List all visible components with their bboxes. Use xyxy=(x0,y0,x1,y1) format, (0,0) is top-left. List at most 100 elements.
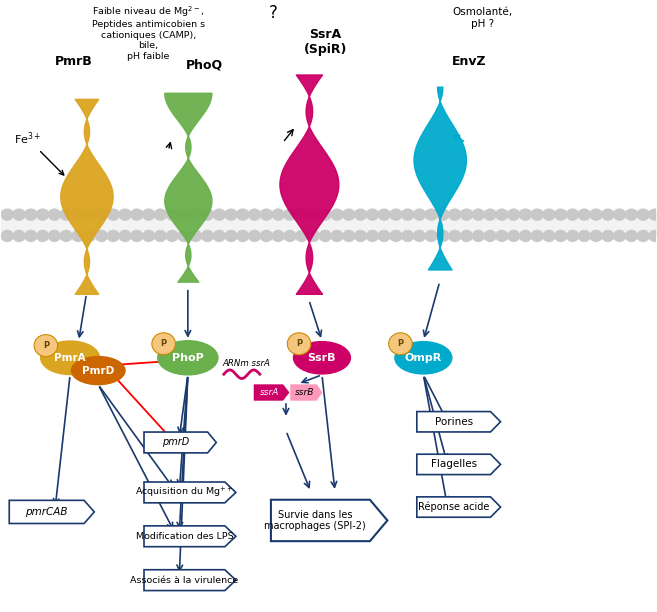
Polygon shape xyxy=(144,526,236,547)
Circle shape xyxy=(166,209,178,220)
Text: ssrB: ssrB xyxy=(295,388,315,397)
Circle shape xyxy=(260,231,272,241)
Circle shape xyxy=(152,333,175,355)
Text: EnvZ: EnvZ xyxy=(452,56,486,69)
Ellipse shape xyxy=(294,341,350,374)
Circle shape xyxy=(202,209,214,220)
Text: Survie dans les
macrophages (SPI-2): Survie dans les macrophages (SPI-2) xyxy=(264,510,366,531)
Circle shape xyxy=(107,209,119,220)
Circle shape xyxy=(555,231,566,241)
Circle shape xyxy=(190,231,202,241)
Circle shape xyxy=(343,231,355,241)
Circle shape xyxy=(402,231,413,241)
Circle shape xyxy=(287,333,311,355)
Circle shape xyxy=(484,231,496,241)
Text: SsrA
(SpiR): SsrA (SpiR) xyxy=(304,28,347,56)
Circle shape xyxy=(214,209,225,220)
Circle shape xyxy=(25,231,37,241)
Circle shape xyxy=(96,231,107,241)
Circle shape xyxy=(260,209,272,220)
Circle shape xyxy=(178,231,190,241)
Circle shape xyxy=(13,209,25,220)
Text: ARNm ssrA: ARNm ssrA xyxy=(223,359,271,368)
Text: ?: ? xyxy=(269,4,277,23)
Circle shape xyxy=(449,231,461,241)
Circle shape xyxy=(355,231,367,241)
Circle shape xyxy=(520,231,532,241)
Circle shape xyxy=(649,231,657,241)
Circle shape xyxy=(296,209,307,220)
Circle shape xyxy=(25,209,37,220)
Polygon shape xyxy=(144,570,236,591)
Polygon shape xyxy=(417,411,501,432)
Text: PmrD: PmrD xyxy=(82,365,114,376)
Circle shape xyxy=(84,231,96,241)
Circle shape xyxy=(378,231,390,241)
Circle shape xyxy=(343,209,355,220)
Circle shape xyxy=(532,209,543,220)
Circle shape xyxy=(437,209,449,220)
Circle shape xyxy=(614,209,625,220)
Circle shape xyxy=(331,231,343,241)
Circle shape xyxy=(425,209,437,220)
Circle shape xyxy=(413,231,425,241)
Circle shape xyxy=(307,231,319,241)
Text: OmpR: OmpR xyxy=(405,353,442,363)
Circle shape xyxy=(461,231,472,241)
Circle shape xyxy=(472,209,484,220)
Circle shape xyxy=(355,209,367,220)
Circle shape xyxy=(543,209,555,220)
Polygon shape xyxy=(144,432,216,453)
Circle shape xyxy=(37,231,49,241)
Circle shape xyxy=(154,209,166,220)
Text: Associés à la virulence: Associés à la virulence xyxy=(130,576,238,584)
Text: Porines: Porines xyxy=(434,417,473,427)
Text: pmrCAB: pmrCAB xyxy=(26,507,68,517)
Text: PhoQ: PhoQ xyxy=(186,59,223,72)
Circle shape xyxy=(520,209,532,220)
Circle shape xyxy=(34,335,58,357)
Circle shape xyxy=(402,209,413,220)
Circle shape xyxy=(461,209,472,220)
Ellipse shape xyxy=(41,341,99,375)
Text: pmrD: pmrD xyxy=(162,438,189,447)
Circle shape xyxy=(49,209,60,220)
Circle shape xyxy=(331,209,343,220)
Circle shape xyxy=(637,231,649,241)
Circle shape xyxy=(237,209,249,220)
Circle shape xyxy=(425,231,437,241)
Circle shape xyxy=(72,209,84,220)
Circle shape xyxy=(178,209,190,220)
Polygon shape xyxy=(290,384,323,401)
Circle shape xyxy=(225,231,237,241)
Circle shape xyxy=(154,231,166,241)
Circle shape xyxy=(508,231,520,241)
Text: Acquisition du Mg$^{++}$: Acquisition du Mg$^{++}$ xyxy=(135,485,233,499)
Circle shape xyxy=(508,209,520,220)
Polygon shape xyxy=(9,501,95,523)
Circle shape xyxy=(49,231,60,241)
Circle shape xyxy=(602,209,614,220)
Circle shape xyxy=(566,209,578,220)
Circle shape xyxy=(190,209,202,220)
Circle shape xyxy=(131,231,143,241)
Circle shape xyxy=(307,209,319,220)
Circle shape xyxy=(367,209,378,220)
Circle shape xyxy=(532,231,543,241)
Polygon shape xyxy=(253,384,290,401)
Text: Modification des LPS: Modification des LPS xyxy=(135,532,233,541)
Circle shape xyxy=(272,209,284,220)
Circle shape xyxy=(390,209,402,220)
Circle shape xyxy=(555,209,566,220)
Circle shape xyxy=(472,231,484,241)
Text: PmrB: PmrB xyxy=(55,56,92,69)
Circle shape xyxy=(390,231,402,241)
Circle shape xyxy=(237,231,249,241)
Circle shape xyxy=(614,231,625,241)
Circle shape xyxy=(649,209,657,220)
Circle shape xyxy=(602,231,614,241)
Circle shape xyxy=(625,231,637,241)
Circle shape xyxy=(225,209,237,220)
Circle shape xyxy=(202,231,214,241)
Circle shape xyxy=(543,231,555,241)
